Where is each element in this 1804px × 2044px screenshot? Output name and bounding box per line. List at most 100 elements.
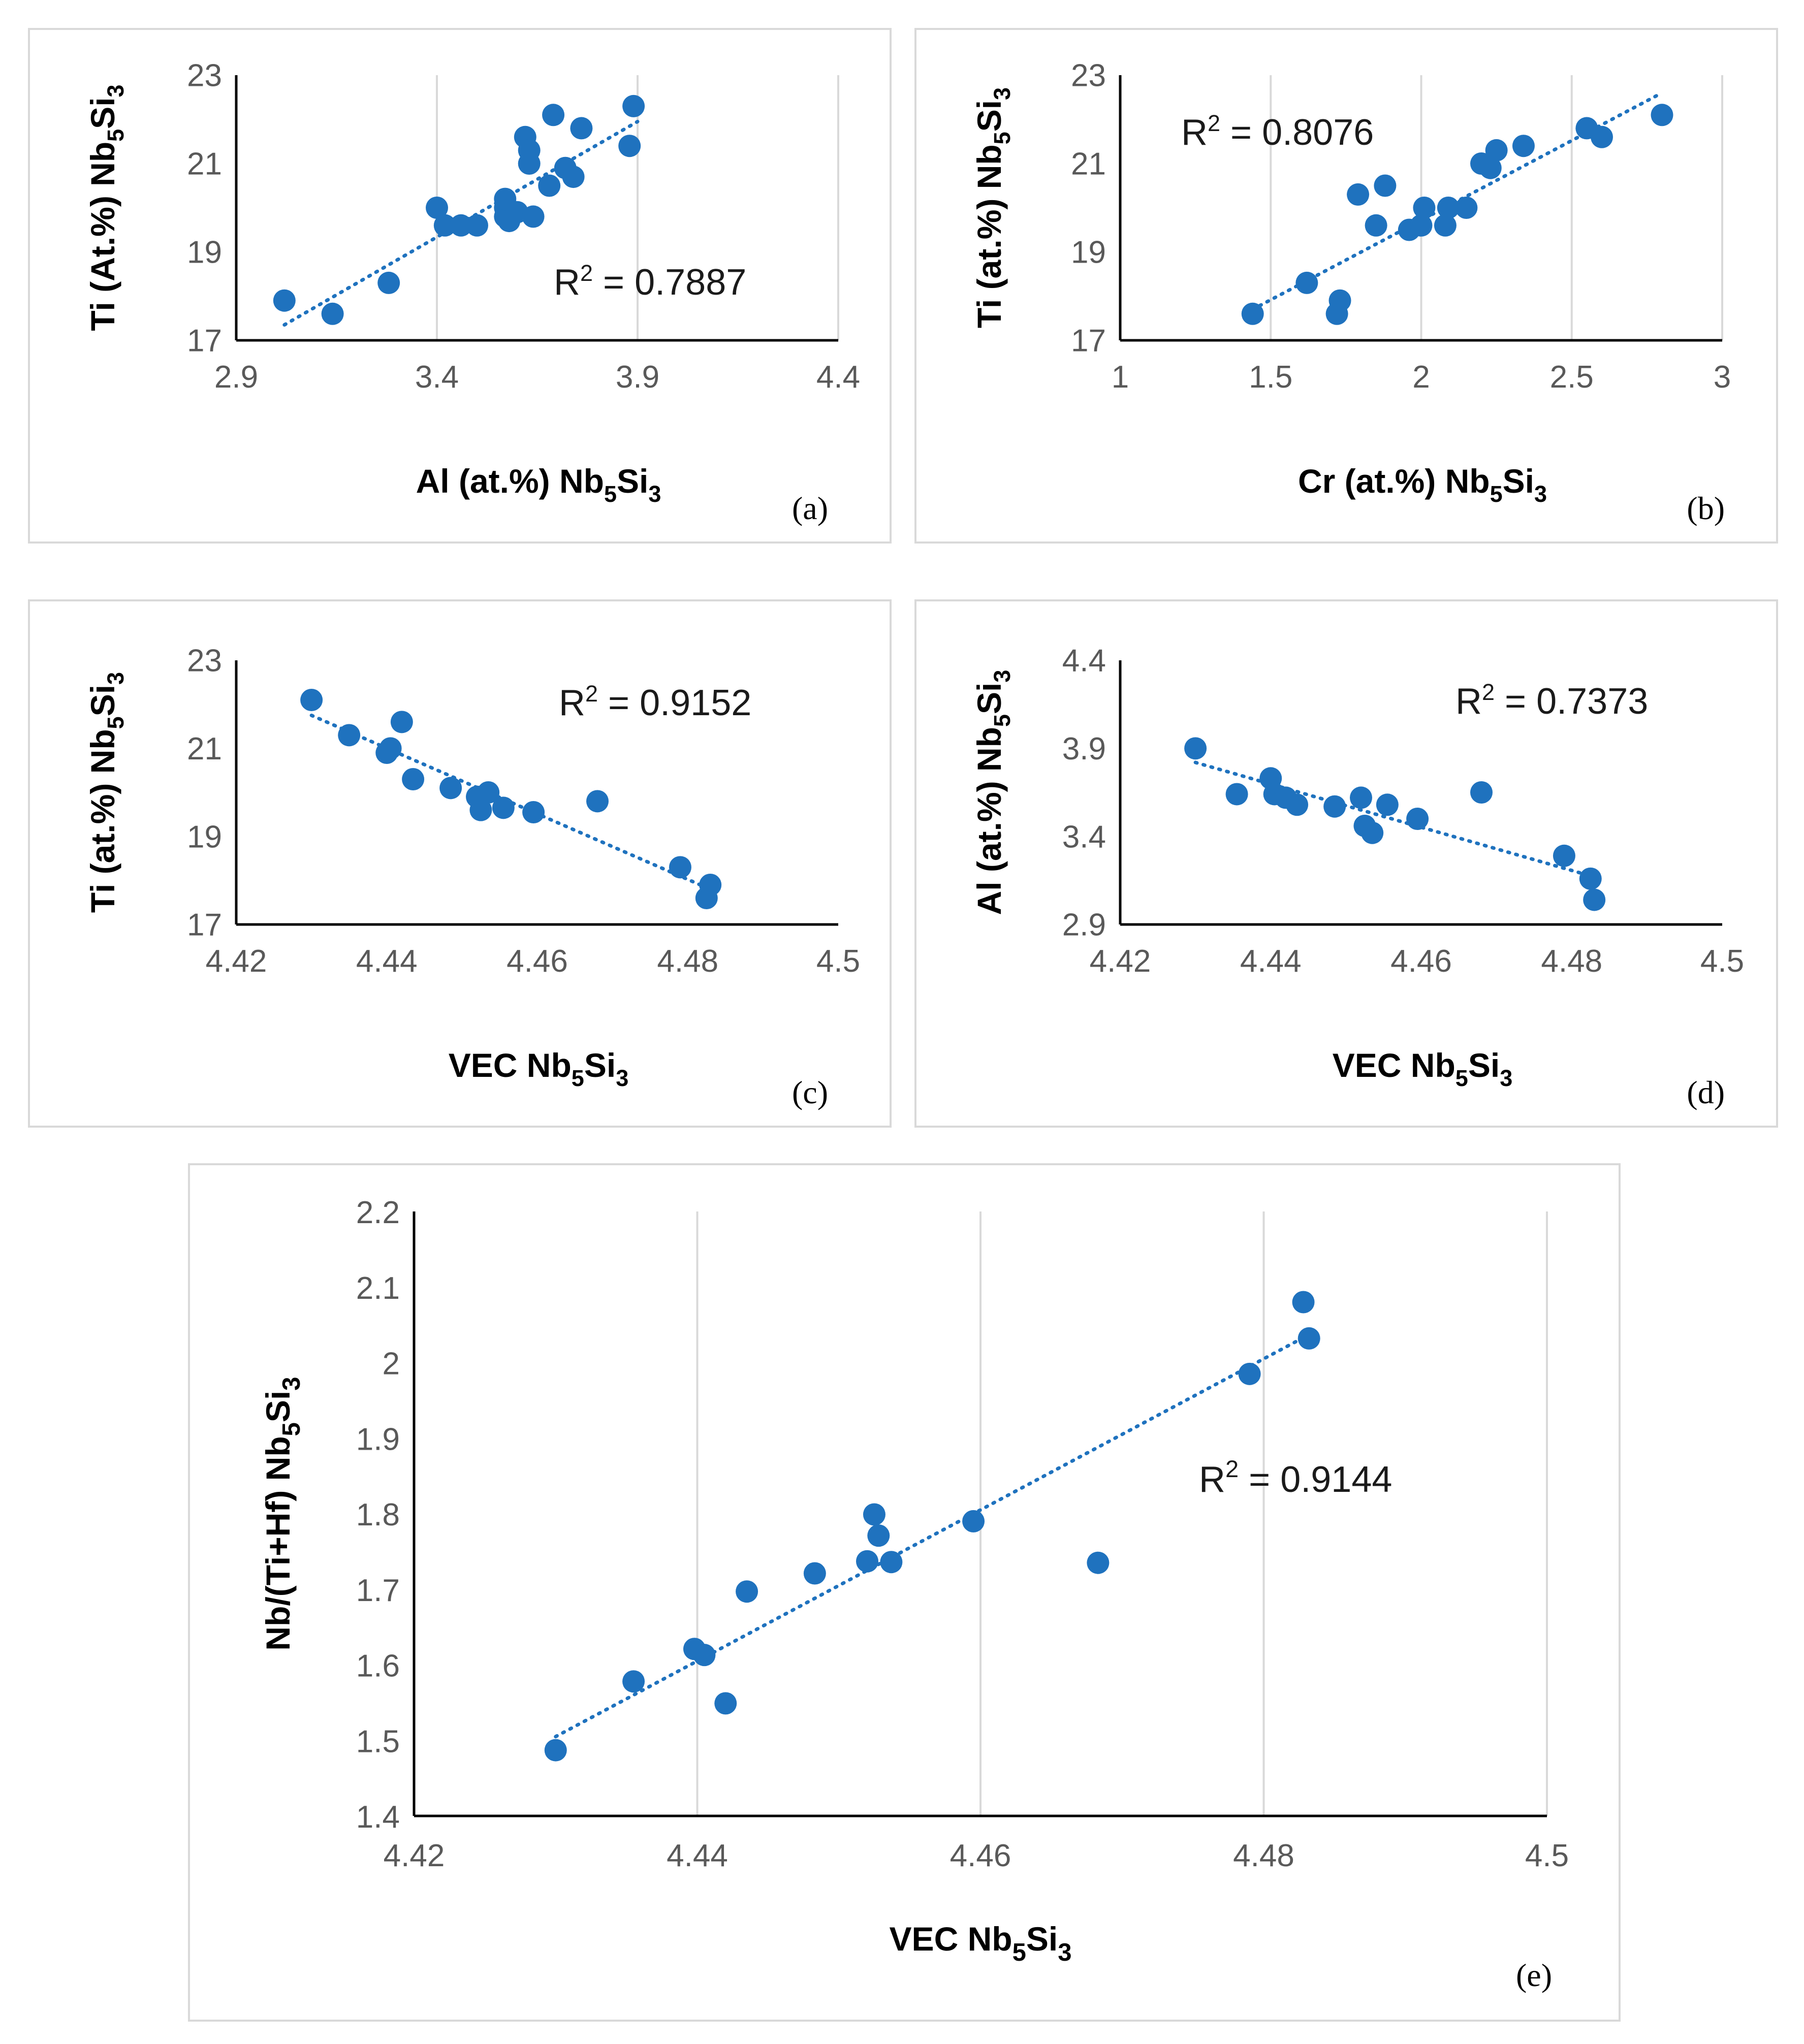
- y-tick-label-a: 21: [187, 147, 222, 182]
- x-tick-label-e: 4.5: [1525, 1838, 1569, 1873]
- label-main-x-b: Cr (at.%) Nb: [1298, 462, 1490, 500]
- y-tick-label-e: 2: [383, 1347, 400, 1382]
- y-tick-label-e: 1.8: [356, 1497, 400, 1532]
- y-axis-label-c: Ti (at.%) Nb5Si3: [84, 672, 129, 913]
- label-main-y-d: Al (at.%) Nb: [970, 727, 1008, 915]
- y-tick-label-a: 17: [187, 324, 222, 359]
- data-point-b: [1485, 139, 1508, 162]
- x-tick-label-b: 1.5: [1249, 360, 1292, 395]
- label-sub-x-a: 5: [604, 481, 617, 507]
- label-sub-y-d: 5: [989, 714, 1015, 727]
- trendline-e: [554, 1334, 1308, 1739]
- data-point-b: [1365, 214, 1387, 237]
- data-point-b: [1295, 271, 1318, 294]
- label-main-y-a: Ti (At.%) Nb: [84, 142, 121, 331]
- x-tick-label-c: 4.46: [507, 944, 568, 979]
- y-tick-label-e: 1.4: [356, 1800, 400, 1835]
- label-sub-y-e: 5: [278, 1422, 305, 1436]
- data-point-b: [1591, 125, 1613, 148]
- data-point-b: [1512, 135, 1535, 157]
- x-tick-label-c: 4.44: [356, 944, 418, 979]
- trendline-d: [1193, 760, 1596, 879]
- r2-value-e: = 0.9144: [1239, 1459, 1392, 1500]
- label-mid-x-a: Si: [617, 462, 648, 500]
- y-tick-label-e: 1.7: [356, 1573, 400, 1608]
- data-point-e: [544, 1739, 567, 1762]
- data-point-a: [542, 104, 565, 126]
- data-point-d: [1361, 821, 1384, 844]
- label-main-y-c: Ti (at.%) Nb: [84, 729, 121, 913]
- r2-annotation-b: R2 = 0.8076: [1181, 110, 1374, 153]
- x-tick-label-d: 4.42: [1090, 944, 1151, 979]
- data-point-a: [538, 174, 561, 197]
- y-tick-label-b: 23: [1071, 58, 1106, 93]
- label-mid-y-e: Si: [259, 1391, 297, 1422]
- y-axis-label-a: Ti (At.%) Nb5Si3: [84, 84, 129, 331]
- data-point-d: [1184, 737, 1207, 760]
- data-point-c: [390, 711, 413, 733]
- data-point-e: [1292, 1291, 1315, 1314]
- data-point-c: [379, 737, 402, 760]
- label-sub-x-d: 5: [1455, 1065, 1468, 1091]
- label-sub2-y-d: 3: [989, 670, 1015, 683]
- x-tick-label-b: 2.5: [1550, 360, 1594, 395]
- x-axis-label-e: VEC Nb5Si3: [890, 1920, 1072, 1966]
- data-point-e: [856, 1550, 878, 1573]
- panel-c-frame: [28, 599, 892, 1128]
- x-tick-label-b: 1: [1112, 360, 1129, 395]
- panel-e-frame: [188, 1163, 1621, 2022]
- y-tick-label-e: 2.2: [356, 1195, 400, 1230]
- y-tick-label-b: 21: [1071, 147, 1106, 182]
- y-tick-label-d: 4.4: [1062, 644, 1106, 679]
- data-point-e: [714, 1692, 737, 1715]
- x-axis-label-b: Cr (at.%) Nb5Si3: [1298, 462, 1547, 507]
- y-tick-label-a: 19: [187, 235, 222, 270]
- x-tick-label-c: 4.42: [206, 944, 267, 979]
- label-sub2-x-a: 3: [648, 481, 661, 507]
- data-point-c: [699, 874, 722, 896]
- data-point-b: [1328, 289, 1351, 312]
- data-point-c: [402, 768, 425, 790]
- data-point-e: [803, 1562, 826, 1585]
- y-tick-label-d: 3.4: [1062, 819, 1106, 854]
- x-tick-label-e: 4.42: [384, 1838, 445, 1873]
- label-mid-y-b: Si: [970, 100, 1008, 132]
- data-point-e: [622, 1670, 645, 1693]
- y-tick-label-e: 1.9: [356, 1422, 400, 1457]
- x-tick-label-e: 4.46: [950, 1838, 1011, 1873]
- label-mid-y-a: Si: [84, 97, 121, 129]
- data-point-e: [1238, 1362, 1261, 1385]
- data-point-d: [1583, 888, 1606, 911]
- x-tick-label-e: 4.48: [1233, 1838, 1294, 1873]
- label-sub-x-e: 5: [1012, 1939, 1026, 1966]
- data-point-d: [1553, 844, 1575, 867]
- y-tick-label-d: 2.9: [1062, 908, 1106, 943]
- data-point-b: [1455, 197, 1478, 219]
- panel-label-c: (c): [792, 1074, 828, 1110]
- data-point-a: [433, 214, 456, 237]
- data-point-e: [1087, 1551, 1110, 1574]
- r2-sup-b: 2: [1208, 110, 1220, 136]
- x-tick-label-e: 4.44: [667, 1838, 728, 1873]
- data-point-e: [736, 1580, 758, 1603]
- data-point-c: [669, 856, 691, 879]
- x-tick-label-d: 4.44: [1240, 944, 1302, 979]
- data-point-a: [450, 214, 472, 237]
- data-point-e: [1297, 1327, 1320, 1350]
- data-point-e: [867, 1524, 890, 1547]
- r2-prefix-a: R: [554, 262, 580, 303]
- data-point-e: [693, 1644, 716, 1667]
- data-point-a: [377, 271, 400, 294]
- r2-value-b: = 0.8076: [1220, 112, 1374, 153]
- data-point-d: [1470, 781, 1493, 804]
- data-point-d: [1579, 867, 1602, 890]
- data-point-e: [962, 1510, 985, 1532]
- data-point-d: [1406, 808, 1429, 830]
- r2-value-d: = 0.7373: [1495, 681, 1648, 722]
- r2-value-a: = 0.7887: [593, 262, 746, 303]
- y-tick-label-e: 2.1: [356, 1271, 400, 1306]
- label-sub2-y-c: 3: [103, 672, 129, 685]
- x-axis-label-c: VEC Nb5Si3: [449, 1046, 628, 1091]
